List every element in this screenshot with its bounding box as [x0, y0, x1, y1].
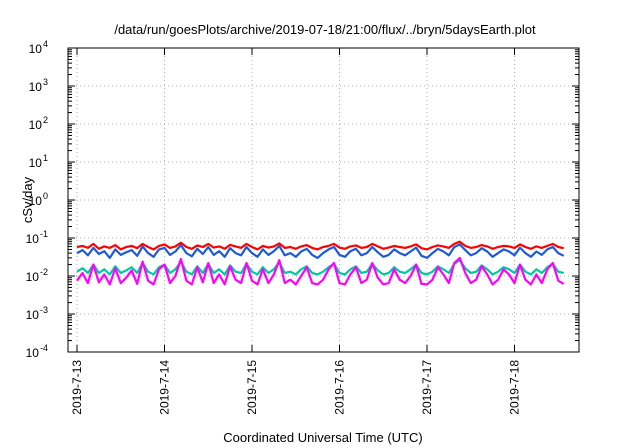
chart-title: /data/run/goesPlots/archive/2019-07-18/2… — [114, 22, 536, 37]
x-tick-label: 2019-7-18 — [508, 360, 522, 415]
x-tick-label: 2019-7-15 — [245, 360, 259, 415]
y-tick-exponent: 2 — [43, 115, 48, 125]
y-axis-title: cSv/day — [20, 176, 35, 223]
grid — [68, 48, 579, 352]
series-line — [76, 243, 565, 259]
y-tick-exponent: -2 — [40, 267, 48, 277]
y-tick-exponent: 3 — [43, 77, 48, 87]
y-tick-exponent: 0 — [43, 191, 48, 201]
x-tick-label: 2019-7-16 — [333, 360, 347, 415]
x-tick-label: 2019-7-14 — [158, 360, 172, 415]
y-tick-exponent: 1 — [43, 153, 48, 163]
y-tick-exponent: 4 — [43, 39, 48, 49]
series-line — [76, 240, 564, 251]
y-tick-exponent: -1 — [40, 229, 48, 239]
ticks — [68, 47, 579, 353]
y-tick-exponent: -4 — [40, 343, 48, 353]
x-tick-label: 2019-7-13 — [70, 360, 84, 415]
x-tick-label: 2019-7-17 — [420, 360, 434, 415]
x-axis-title: Coordinated Universal Time (UTC) — [223, 430, 422, 445]
series-line — [76, 256, 565, 286]
y-tick-exponent: -3 — [40, 305, 48, 315]
series-group — [76, 240, 565, 286]
